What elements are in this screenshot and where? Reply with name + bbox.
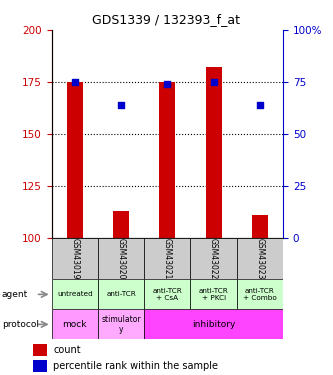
Bar (190, 279, 237, 309)
Text: GSM43021: GSM43021 (163, 238, 172, 279)
Text: count: count (53, 345, 81, 355)
Text: inhibitory: inhibitory (192, 320, 235, 329)
Text: percentile rank within the sample: percentile rank within the sample (53, 361, 218, 371)
Point (72, 79, 77, 85)
Bar (144, 309, 283, 339)
Bar (98, 309, 144, 339)
Bar (52, 309, 98, 339)
Text: anti-TCR: anti-TCR (106, 291, 136, 297)
Text: GSM43023: GSM43023 (255, 238, 264, 279)
Text: protocol: protocol (2, 320, 39, 329)
Text: anti-TCR
+ Combo: anti-TCR + Combo (243, 288, 277, 301)
Bar (237, 279, 283, 309)
Text: stimulator
y: stimulator y (101, 315, 141, 334)
Bar (113, 211, 129, 238)
Bar (33, 344, 47, 355)
Text: anti-TCR
+ CsA: anti-TCR + CsA (153, 288, 182, 301)
Bar (237, 238, 283, 279)
Bar (205, 68, 222, 238)
Bar (67, 82, 83, 238)
Text: GSM43020: GSM43020 (117, 238, 126, 279)
Point (119, 102, 124, 108)
Text: mock: mock (63, 320, 87, 329)
Point (257, 102, 263, 108)
Text: agent: agent (2, 290, 28, 299)
Bar (144, 238, 190, 279)
Bar (98, 238, 144, 279)
Bar (52, 279, 98, 309)
Bar (98, 279, 144, 309)
Text: GDS1339 / 132393_f_at: GDS1339 / 132393_f_at (93, 13, 240, 26)
Bar (33, 360, 47, 372)
Bar (159, 82, 175, 238)
Bar (144, 279, 190, 309)
Point (211, 79, 216, 85)
Text: anti-TCR
+ PKCi: anti-TCR + PKCi (199, 288, 228, 301)
Text: GSM43019: GSM43019 (70, 238, 79, 279)
Bar (190, 238, 237, 279)
Text: untreated: untreated (57, 291, 93, 297)
Bar (52, 238, 98, 279)
Text: GSM43022: GSM43022 (209, 238, 218, 279)
Bar (252, 215, 268, 238)
Point (165, 81, 170, 87)
